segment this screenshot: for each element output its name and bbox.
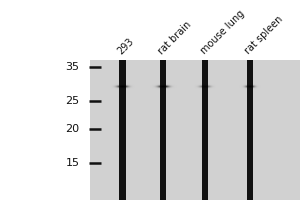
Text: rat spleen: rat spleen [243,14,285,56]
Text: 293: 293 [116,36,136,56]
Text: mouse lung: mouse lung [198,8,246,56]
Text: 35: 35 [65,62,80,72]
Text: 25: 25 [65,96,80,106]
Text: rat brain: rat brain [156,19,194,56]
Text: 15: 15 [65,158,80,168]
Text: 20: 20 [65,124,80,134]
